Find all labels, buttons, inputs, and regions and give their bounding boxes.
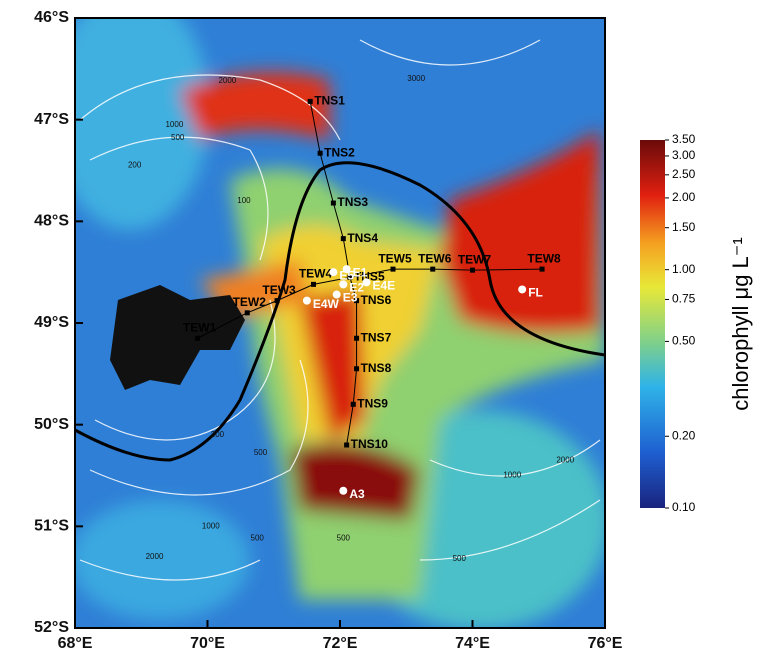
contour-label: 500: [171, 133, 185, 142]
colorbar-tick-label: 3.00: [672, 148, 696, 162]
station-label: TNS2: [324, 145, 355, 159]
colorbar: [640, 140, 665, 508]
station: [362, 278, 371, 287]
contour-label: 100: [237, 196, 251, 205]
contour-label: 2000: [218, 76, 236, 85]
station: [518, 285, 527, 294]
colorbar-tick-label: 3.50: [672, 132, 696, 146]
y-tick-label: 51°S: [34, 518, 69, 535]
station-label: TNS5: [354, 269, 385, 283]
contour-label: 2000: [146, 552, 164, 561]
station: [329, 268, 338, 277]
station-label: TEW3: [262, 283, 296, 297]
station-label: TNS9: [357, 397, 388, 411]
colorbar-tick-label: 0.10: [672, 500, 696, 514]
x-tick-label: 72°E: [323, 635, 358, 652]
station: [340, 236, 346, 242]
station: [354, 366, 360, 372]
station-label: TEW2: [233, 295, 267, 309]
station-label: TNS8: [361, 361, 392, 375]
station-label: TNS1: [314, 94, 345, 108]
y-tick-label: 48°S: [34, 213, 69, 230]
station-label: E5: [339, 268, 354, 282]
x-tick-label: 76°E: [588, 635, 623, 652]
colorbar-tick-label: 1.00: [672, 262, 696, 276]
kerguelen-island: [110, 285, 245, 390]
contour-label: 1000: [165, 120, 183, 129]
station-label: TNS7: [361, 330, 392, 344]
contour-label: 1000: [503, 471, 521, 480]
station: [274, 298, 280, 304]
contour-label: 3000: [407, 74, 425, 83]
contour-label: 500: [254, 448, 268, 457]
ns-transect-line: [309, 101, 358, 446]
station: [195, 335, 201, 341]
station: [539, 266, 545, 272]
station: [342, 265, 351, 274]
station: [347, 274, 353, 280]
contour-label: 500: [453, 554, 467, 563]
station-label: E2: [349, 281, 364, 295]
station: [354, 298, 360, 304]
station: [470, 267, 475, 273]
station: [344, 442, 350, 448]
bathymetry-contours: [79, 39, 601, 581]
station: [330, 200, 336, 206]
ew-transect-line: [197, 268, 543, 339]
colorbar-tick-label: 2.50: [672, 167, 696, 181]
chlorophyll-field: [75, 18, 605, 628]
y-tick-label: 52°S: [34, 619, 69, 636]
station-label: TEW5: [378, 251, 412, 265]
station-label: TEW7: [458, 252, 492, 266]
station: [302, 296, 311, 305]
station: [317, 150, 323, 156]
colorbar-tick-label: 2.00: [672, 190, 696, 204]
station: [339, 486, 348, 495]
station: [430, 266, 436, 272]
contour-label: 200: [211, 430, 225, 439]
station: [339, 280, 348, 289]
colorbar-tick-label: 1.50: [672, 220, 696, 234]
station: [390, 266, 396, 272]
station: [332, 290, 341, 299]
contour-label: 1000: [202, 521, 220, 530]
contour-label: 500: [251, 534, 265, 543]
x-tick-label: 74°E: [455, 635, 490, 652]
station: [244, 310, 250, 316]
station-label: FL: [528, 286, 543, 300]
colorbar-label: chlorophyll μg L⁻¹: [728, 237, 753, 410]
station-label: TNS3: [337, 195, 368, 209]
contour-label: 200: [128, 161, 142, 170]
polar-front: [75, 161, 605, 462]
station-label: E4E: [373, 279, 396, 293]
colorbar-tick-label: 0.75: [672, 292, 696, 306]
station-label: TEW8: [527, 251, 561, 265]
station-label: TNS10: [351, 437, 389, 451]
x-tick-label: 68°E: [58, 635, 93, 652]
station: [307, 98, 313, 104]
y-tick-label: 50°S: [34, 416, 69, 433]
station-label: E1: [353, 265, 368, 279]
station-label: E3: [343, 291, 358, 305]
station-label: TEW6: [418, 251, 452, 265]
station-label: E4W: [313, 297, 340, 311]
x-tick-label: 70°E: [190, 635, 225, 652]
station-label: TNS4: [347, 231, 378, 245]
station: [354, 335, 360, 341]
station-label: TNS6: [361, 293, 392, 307]
contour-label: 500: [337, 534, 351, 543]
y-tick-label: 47°S: [34, 111, 69, 128]
y-tick-label: 49°S: [34, 314, 69, 331]
station-label: TEW1: [183, 320, 217, 334]
station: [311, 281, 316, 287]
contour-label: 2000: [556, 455, 574, 464]
y-tick-label: 46°S: [34, 9, 69, 26]
colorbar-tick-label: 0.20: [672, 428, 696, 442]
station-label: A3: [349, 487, 365, 501]
colorbar-tick-label: 0.50: [672, 334, 696, 348]
station: [350, 401, 356, 407]
station-label: TEW4: [299, 267, 333, 281]
